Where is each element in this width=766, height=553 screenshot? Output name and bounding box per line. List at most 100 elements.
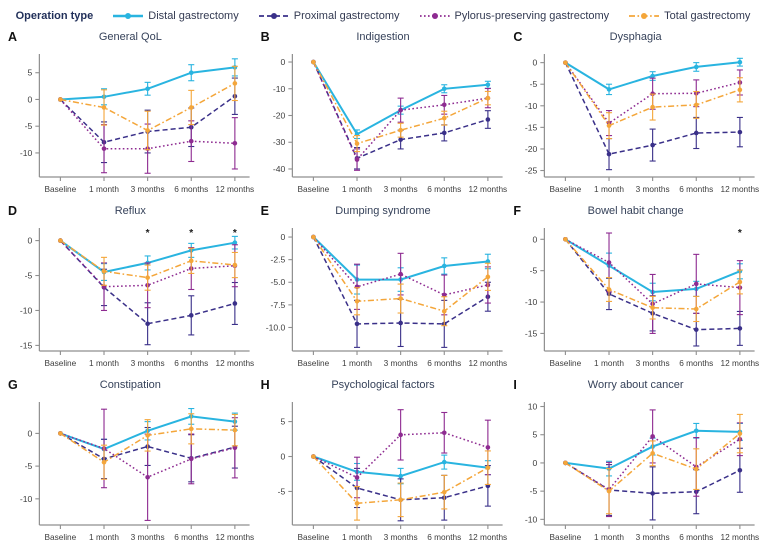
significance-asterisk: * bbox=[189, 228, 193, 239]
legend-swatch-dashed-line-icon bbox=[258, 13, 289, 19]
panel-header: B Indigestion bbox=[257, 30, 510, 47]
plot-reflux: 0 -5 -10 -15 Baseline 1 month 3 months 6 months… bbox=[20, 228, 255, 368]
y-tick-label: -40 bbox=[273, 164, 286, 174]
y-tick-label: -5 bbox=[25, 271, 33, 281]
x-tick-label: Baseline bbox=[297, 533, 329, 542]
significance-asterisk: * bbox=[146, 228, 150, 239]
panel-letter: B bbox=[260, 30, 270, 44]
x-tick-label: 1 month bbox=[594, 359, 624, 368]
series-total-gastrectomy bbox=[58, 65, 238, 151]
y-tick-label: -10 bbox=[525, 101, 538, 111]
y-tick-label: -5 bbox=[530, 79, 538, 89]
legend-entry-total-gastrectomy: Total gastrectomy bbox=[629, 10, 750, 22]
x-tick-label: Baseline bbox=[550, 185, 582, 194]
panel-header: F Bowel habit change bbox=[509, 204, 762, 221]
panel-header: C Dysphagia bbox=[509, 30, 762, 47]
legend-entries: Distal gastrectomy Proximal gastrectomy Py… bbox=[113, 10, 750, 22]
y-tick-label: -5 bbox=[530, 266, 538, 276]
chart-panel-b: B Indigestion 0 -10 -20 -30 -40 Baseline 1 month… bbox=[257, 30, 510, 204]
legend-entry-pylorus-preserving-gastrectomy: Pylorus-preserving gastrectomy bbox=[419, 10, 610, 22]
chart-panel-e: E Dumping syndrome 0 -2.5 -5.0 -7.5 -10.0 Basel… bbox=[257, 204, 510, 378]
x-tick-label: 12 months bbox=[216, 533, 255, 542]
chart-panel-a: A General QoL 5 0 -5 -10 Baseline 1 month 3 mont… bbox=[4, 30, 257, 204]
panel-header: G Constipation bbox=[4, 378, 257, 395]
panel-title: General QoL bbox=[98, 31, 162, 43]
panel-title: Dysphagia bbox=[609, 31, 662, 43]
y-tick-label: 10 bbox=[528, 402, 538, 412]
panel-title: Dumping syndrome bbox=[335, 205, 431, 217]
y-tick-label: -10 bbox=[525, 514, 538, 524]
y-tick-label: 5 bbox=[533, 430, 538, 440]
panel-letter: G bbox=[8, 378, 18, 392]
x-tick-label: 1 month bbox=[342, 359, 372, 368]
x-tick-label: 12 months bbox=[216, 185, 255, 194]
panel-title: Indigestion bbox=[356, 31, 410, 43]
x-tick-label: 3 months bbox=[383, 533, 417, 542]
series-total-gastrectomy bbox=[563, 413, 744, 515]
y-tick-label: -20 bbox=[525, 144, 538, 154]
panel-title: Constipation bbox=[99, 379, 161, 391]
x-tick-label: 1 month bbox=[89, 533, 119, 542]
x-tick-label: Baseline bbox=[297, 359, 329, 368]
legend: Operation type Distal gastrectomy Proxima… bbox=[0, 0, 766, 28]
significance-asterisk: * bbox=[738, 228, 742, 239]
panel-letter: F bbox=[513, 204, 521, 218]
legend-swatch-dashdot-line-icon bbox=[629, 13, 660, 19]
legend-entry-label: Distal gastrectomy bbox=[148, 10, 239, 22]
x-tick-label: 12 months bbox=[721, 359, 760, 368]
x-tick-label: 3 months bbox=[131, 533, 165, 542]
x-tick-label: 1 month bbox=[89, 359, 119, 368]
y-tick-label: 0 bbox=[533, 458, 538, 468]
series-total-gastrectomy bbox=[563, 236, 744, 323]
series-total-gastrectomy bbox=[58, 238, 238, 291]
chart-panel-d: D Reflux 0 -5 -10 -15 Baseline 1 month 3 months 6… bbox=[4, 204, 257, 378]
x-tick-label: 6 months bbox=[427, 359, 461, 368]
chart-panel-i: I Worry about cancer 10 5 0 -5 -10 Baseline 1 mo… bbox=[509, 378, 762, 552]
y-tick-label: 0 bbox=[280, 57, 285, 67]
y-tick-label: -20 bbox=[273, 111, 286, 121]
y-tick-label: 5 bbox=[28, 68, 33, 78]
panel-header: E Dumping syndrome bbox=[257, 204, 510, 221]
series-proximal-gastrectomy bbox=[563, 60, 744, 171]
x-tick-label: 3 months bbox=[383, 185, 417, 194]
y-tick-label: -5 bbox=[25, 121, 33, 131]
chart-panel-g: G Constipation 0 -5 -10 Baseline 1 month 3 mont… bbox=[4, 378, 257, 552]
y-tick-label: -15 bbox=[525, 122, 538, 132]
panel-header: I Worry about cancer bbox=[509, 378, 762, 395]
y-tick-label: 0 bbox=[280, 232, 285, 242]
panel-title: Psychological factors bbox=[331, 379, 435, 391]
panel-title: Reflux bbox=[114, 205, 146, 217]
x-tick-label: 3 months bbox=[636, 533, 670, 542]
chart-panel-c: C Dysphagia 0 -5 -10 -15 -20 -25 Baseline 1 month… bbox=[509, 30, 762, 204]
legend-swatch-solid-line-icon bbox=[113, 13, 144, 19]
x-tick-label: 1 month bbox=[594, 185, 624, 194]
x-tick-label: 12 months bbox=[216, 359, 255, 368]
panel-title: Worry about cancer bbox=[587, 379, 684, 391]
x-tick-label: 12 months bbox=[721, 533, 760, 542]
x-tick-label: Baseline bbox=[550, 533, 582, 542]
y-tick-label: -15 bbox=[525, 328, 538, 338]
panel-header: H Psychological factors bbox=[257, 378, 510, 395]
chart-panel-h: H Psychological factors 5 0 -5 Baseline 1 mont… bbox=[257, 378, 510, 552]
panel-letter: I bbox=[513, 378, 517, 392]
x-tick-label: 6 months bbox=[680, 185, 714, 194]
plot-constipation: 0 -5 -10 Baseline 1 month 3 months 6 months 12 … bbox=[20, 402, 255, 542]
series-total-gastrectomy bbox=[310, 450, 491, 521]
legend-entry-distal-gastrectomy: Distal gastrectomy bbox=[113, 10, 239, 22]
series-total-gastrectomy bbox=[563, 60, 744, 140]
x-tick-label: 12 months bbox=[468, 359, 507, 368]
panel-letter: A bbox=[8, 30, 18, 44]
x-tick-label: 6 months bbox=[680, 533, 714, 542]
charts-grid: A General QoL 5 0 -5 -10 Baseline 1 month 3 mont… bbox=[0, 28, 766, 552]
legend-entry-proximal-gastrectomy: Proximal gastrectomy bbox=[258, 10, 400, 22]
y-tick-label: 0 bbox=[28, 428, 33, 438]
legend-entry-label: Pylorus-preserving gastrectomy bbox=[454, 10, 610, 22]
x-tick-label: 3 months bbox=[383, 359, 417, 368]
y-tick-label: 0 bbox=[533, 234, 538, 244]
y-tick-label: -5 bbox=[277, 486, 285, 496]
plot-worry-about-cancer: 10 5 0 -5 -10 Baseline 1 month 3 months 6 months… bbox=[525, 402, 760, 542]
x-tick-label: 1 month bbox=[342, 533, 372, 542]
y-tick-label: -10 bbox=[20, 306, 33, 316]
x-tick-label: 12 months bbox=[721, 185, 760, 194]
